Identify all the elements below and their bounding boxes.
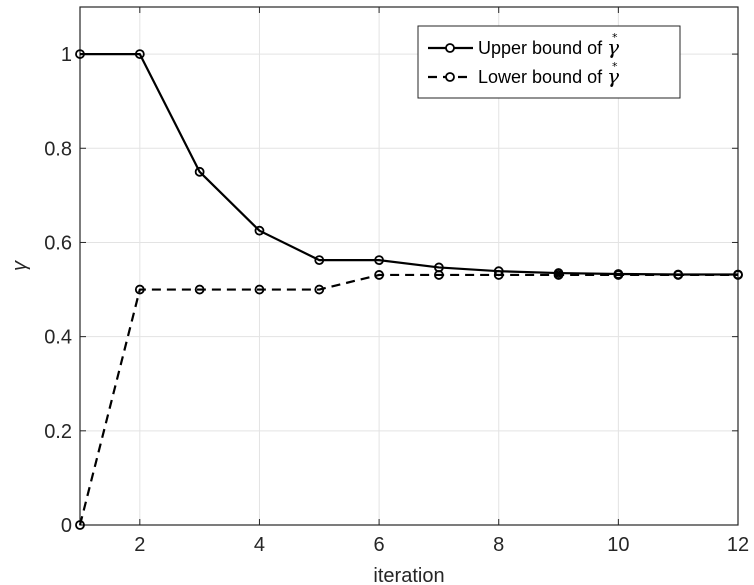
x-tick-label: 12 (727, 534, 749, 556)
y-axis-label: γ (9, 260, 31, 271)
legend: Upper bound of γ*Lower bound of γ* (418, 26, 680, 98)
y-tick-label: 0.6 (44, 232, 72, 254)
x-tick-label: 6 (374, 534, 385, 556)
y-tick-label: 1 (61, 44, 72, 66)
legend-marker (446, 73, 454, 81)
x-tick-label: 10 (607, 534, 629, 556)
y-tick-label: 0.2 (44, 421, 72, 443)
legend-box (418, 26, 680, 98)
y-tick-label: 0.8 (44, 138, 72, 160)
y-tick-label: 0 (61, 515, 72, 537)
x-tick-label: 4 (254, 534, 265, 556)
x-axis-label: iteration (373, 565, 444, 585)
x-tick-label: 8 (493, 534, 504, 556)
legend-marker (446, 44, 454, 52)
y-tick-label: 0.4 (44, 327, 72, 349)
x-tick-label: 2 (134, 534, 145, 556)
